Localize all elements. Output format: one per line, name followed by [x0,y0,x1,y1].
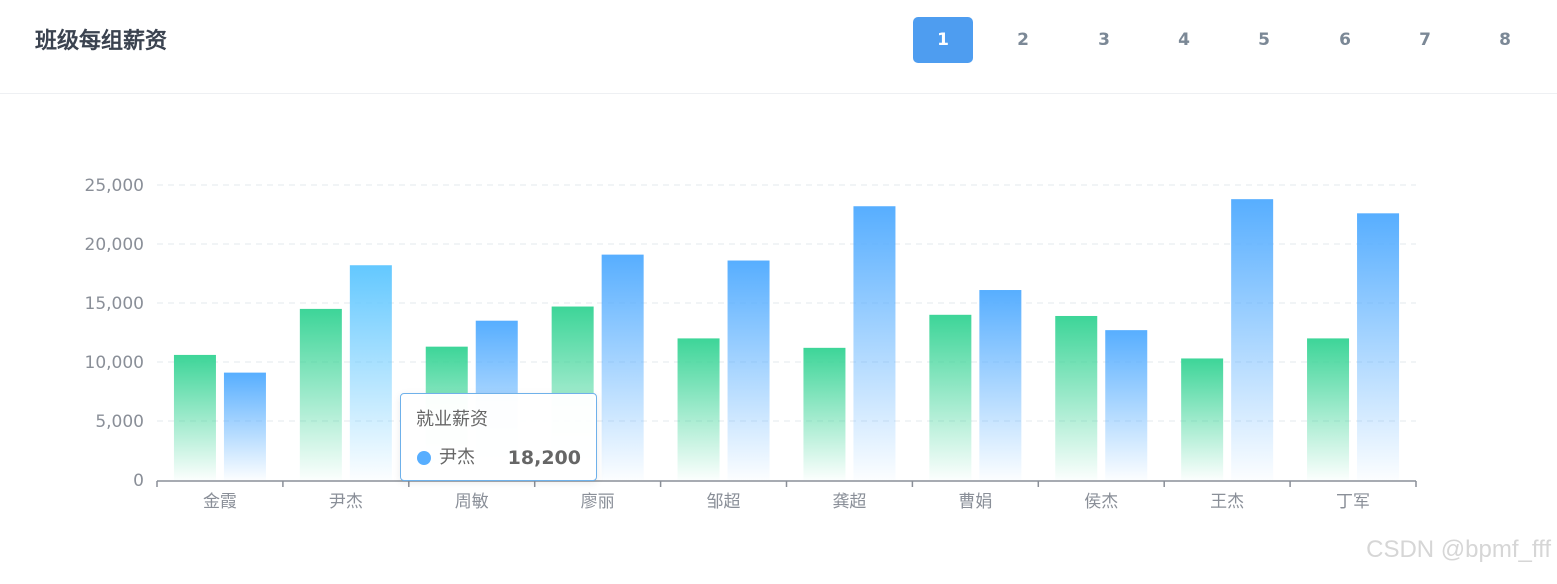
bar-series-2[interactable] [1105,330,1148,480]
y-tick-label: 25,000 [85,176,144,196]
x-tick-label: 尹杰 [329,492,363,512]
tooltip-series-title: 就业薪资 [416,409,488,430]
y-tick-label: 5,000 [95,412,144,432]
y-tick-label: 15,000 [85,294,144,314]
bar-series-2[interactable] [727,260,770,480]
bar-series-2[interactable] [223,372,266,480]
x-tick-label: 王杰 [1210,492,1244,512]
page-button-1[interactable]: 1 [913,17,973,63]
bar-series-2[interactable] [601,254,644,480]
x-tick-label: 侯杰 [1084,492,1118,512]
x-axis-labels: 金霞 尹杰 周敏 廖丽 邹超 龚超 曹娟 侯杰 王杰 丁军 [203,492,1370,512]
x-tick-label: 曹娟 [958,492,992,512]
page-button-4[interactable]: 4 [1178,30,1190,50]
y-tick-label: 10,000 [85,353,144,373]
page-button-2[interactable]: 2 [1017,30,1029,50]
bar-series-2[interactable] [1357,213,1400,480]
bar-series-1[interactable] [677,338,720,480]
x-tick-label: 邹超 [707,492,741,512]
bar-series-1[interactable] [1181,358,1224,480]
tooltip-category-name: 尹杰 [439,447,475,468]
bar-series-1[interactable] [1307,338,1350,480]
page-button-3[interactable]: 3 [1098,30,1110,50]
x-tick-label: 周敏 [455,492,489,512]
bar-series-1[interactable] [803,347,846,480]
bar-series-1[interactable] [173,354,216,480]
page-button-7[interactable]: 7 [1419,30,1431,50]
tooltip-series-dot [417,451,431,465]
bar-series-2[interactable] [349,265,392,480]
chart-area: 0 5,000 10,000 15,000 20,000 25,000 金霞 尹杰 周敏 廖丽邹… [0,95,1557,580]
watermark-text: CSDN @bpmf_fff [1366,536,1551,563]
header-bar: 班级每组薪资 1 2 3 4 5 6 7 8 [0,0,1557,94]
chart-tooltip: 就业薪资 尹杰 18,200 [400,393,597,481]
page-button-6[interactable]: 6 [1339,30,1351,50]
bar-series-2[interactable] [853,206,896,480]
bar-series-1[interactable] [929,314,972,480]
x-axis [156,480,1417,487]
bar-series-2[interactable] [979,290,1022,480]
x-tick-label: 廖丽 [581,492,615,512]
page-button-5[interactable]: 5 [1258,30,1270,50]
y-tick-label: 20,000 [85,235,144,255]
page-title: 班级每组薪资 [35,29,168,54]
tooltip-value: 18,200 [507,447,581,469]
bar-series-1[interactable] [1055,315,1098,480]
x-tick-label: 龚超 [832,492,866,512]
bar-series-2[interactable] [1231,199,1274,480]
bar-series-1[interactable] [299,308,342,480]
page-button-8[interactable]: 8 [1499,30,1511,50]
grid-lines [157,184,1416,422]
bars [173,199,1400,480]
x-tick-label: 金霞 [203,492,237,512]
x-tick-label: 丁军 [1336,492,1370,512]
salary-bar-chart: 05,00010,00015,00020,00025,000 金霞 尹杰 周敏 廖丽邹… [85,176,1417,512]
y-axis-labels: 0 5,000 10,000 15,000 20,000 25,000 [85,176,144,491]
y-tick-label: 0 [133,471,144,491]
